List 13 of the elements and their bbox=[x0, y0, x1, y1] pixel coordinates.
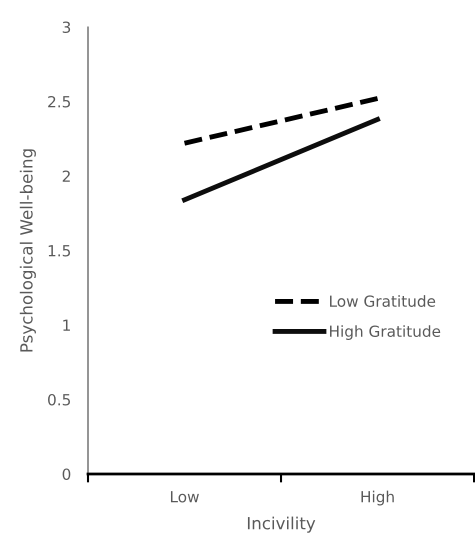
x-axis-title: Incivility bbox=[248, 516, 316, 533]
y-axis-title: Psychological Well-being bbox=[20, 149, 36, 352]
y-tick-label: 0.5 bbox=[48, 394, 70, 406]
y-tick-label: 3 bbox=[62, 21, 70, 34]
x-tick-label: Low bbox=[170, 491, 199, 502]
x-tick-label: High bbox=[361, 490, 394, 506]
legend-label: High Gratitude bbox=[330, 325, 440, 340]
y-tick-label: 2 bbox=[62, 170, 70, 182]
y-tick-label: 0 bbox=[62, 468, 70, 480]
y-tick-label: 2.5 bbox=[48, 96, 70, 108]
y-tick-label: 1 bbox=[63, 320, 70, 331]
y-tick-label: 1.5 bbox=[48, 245, 70, 257]
legend-label: Low Gratitude bbox=[330, 295, 436, 307]
